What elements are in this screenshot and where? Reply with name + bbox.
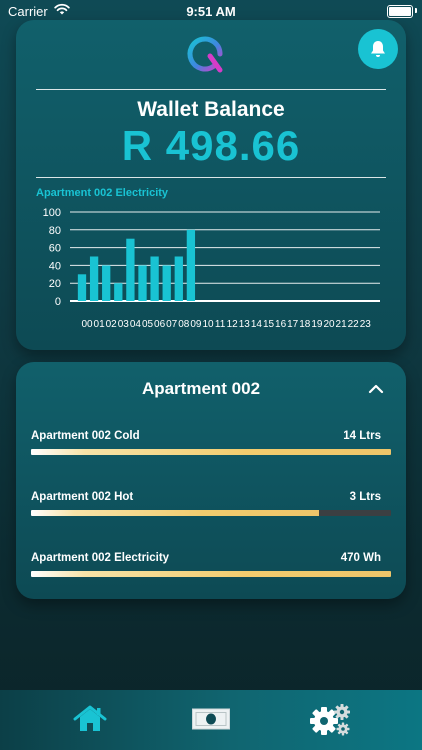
tab-settings[interactable]: [308, 702, 352, 736]
divider-bottom: [36, 177, 386, 178]
x-tick-label: 04: [130, 319, 142, 330]
x-tick-label: 14: [251, 319, 263, 330]
meter-bar-electricity: [31, 571, 391, 577]
chart-bar: [186, 229, 196, 301]
x-tick-label: 17: [287, 319, 299, 330]
y-tick-label: 20: [49, 278, 61, 290]
x-tick-label: 13: [239, 319, 251, 330]
chart-title: Apartment 002 Electricity: [36, 187, 169, 199]
divider-top: [36, 89, 386, 90]
chart-bar: [114, 283, 123, 301]
tab-bar: [0, 690, 422, 750]
chart-bar: [102, 265, 111, 301]
logo-icon: [187, 36, 223, 73]
chart-bar: [126, 238, 135, 301]
meter-bar-cold: [31, 449, 391, 455]
x-tick-label: 20: [323, 319, 335, 330]
y-tick-label: 100: [43, 207, 61, 219]
x-tick-label: 02: [106, 319, 118, 330]
chart-bar: [138, 265, 147, 301]
y-tick-label: 0: [55, 296, 61, 308]
chart-bar: [89, 256, 99, 301]
x-tick-label: 09: [190, 319, 202, 330]
wallet-title: Wallet Balance: [137, 98, 285, 121]
settings-icon: [310, 704, 350, 736]
meter-label-hot: Apartment 002 Hot: [31, 491, 134, 503]
electricity-chart: 0 20 40 60 80 100 00 01 02 03 04 05 06 07 08 09 10 11 12 13…: [43, 207, 380, 330]
apartment-card: [16, 362, 406, 599]
battery-tip: [415, 8, 417, 13]
x-tick-label: 10: [202, 319, 214, 330]
meter-value-hot: 3 Ltrs: [349, 491, 381, 503]
notifications-button[interactable]: [358, 29, 398, 69]
home-icon: [73, 705, 107, 731]
y-tick-label: 40: [49, 260, 61, 272]
wifi-icon: [54, 3, 70, 15]
x-tick-label: 00: [81, 319, 93, 330]
meter-bar-hot: [31, 510, 391, 516]
meter-fill-cold: [31, 449, 391, 455]
wallet-balance: R 498.66: [121, 122, 301, 169]
x-tick-label: 05: [142, 319, 154, 330]
meter-label-electricity: Apartment 002 Electricity: [31, 552, 170, 564]
chart-bar: [162, 265, 171, 301]
x-tick-label: 19: [311, 319, 323, 330]
x-tick-label: 22: [348, 319, 360, 330]
x-tick-label: 11: [215, 319, 226, 330]
chart-bar: [150, 256, 159, 301]
x-tick-label: 12: [227, 319, 239, 330]
x-tick-label: 15: [263, 319, 275, 330]
x-tick-label: 23: [360, 319, 372, 330]
chart-bar: [77, 274, 87, 301]
tab-wallet[interactable]: [189, 702, 233, 736]
x-tick-label: 08: [178, 319, 190, 330]
y-tick-label: 60: [49, 243, 61, 255]
chart-bar: [174, 256, 183, 301]
x-tick-label: 21: [336, 319, 348, 330]
x-tick-label: 06: [154, 319, 166, 330]
battery-icon: [387, 5, 413, 18]
meter-value-electricity: 470 Wh: [340, 552, 381, 564]
meter-value-cold: 14 Ltrs: [343, 430, 381, 442]
y-tick-label: 80: [49, 225, 61, 237]
tab-home[interactable]: [68, 702, 112, 736]
status-bar: Carrier 9:51 AM: [0, 0, 422, 22]
meter-fill-hot: [31, 510, 319, 516]
meter-label-cold: Apartment 002 Cold: [31, 430, 140, 442]
chevron-up-icon[interactable]: [366, 380, 386, 398]
x-tick-label: 16: [275, 319, 287, 330]
wallet-icon: [192, 708, 230, 730]
bell-icon: [371, 41, 385, 57]
x-tick-label: 01: [94, 319, 106, 330]
status-time: 9:51 AM: [186, 4, 236, 19]
meter-fill-electricity: [31, 571, 391, 577]
apartment-title: Apartment 002: [141, 379, 261, 398]
x-tick-label: 03: [118, 319, 130, 330]
carrier-label: Carrier: [8, 4, 48, 19]
x-tick-label: 07: [166, 319, 178, 330]
x-tick-label: 18: [299, 319, 311, 330]
